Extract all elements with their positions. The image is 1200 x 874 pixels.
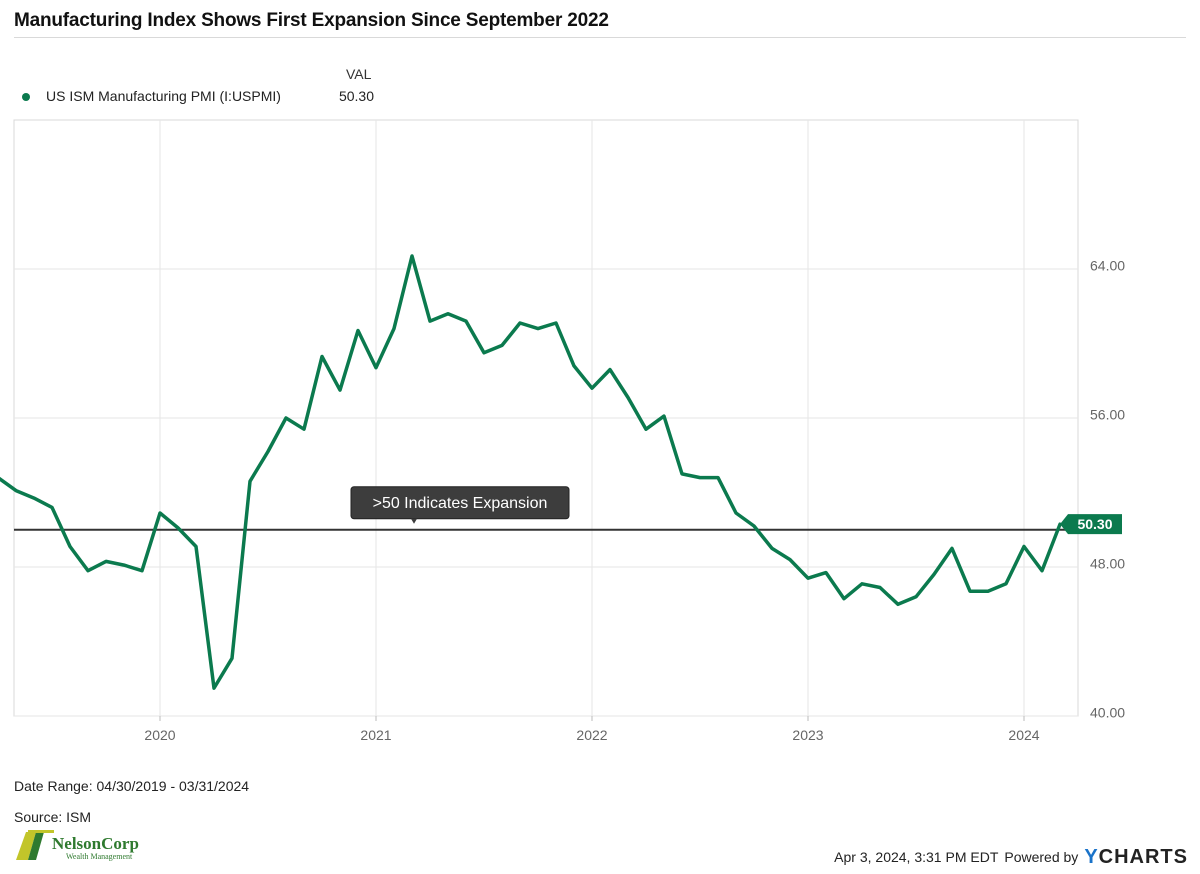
data-point[interactable] bbox=[679, 471, 685, 477]
logo-mark-icon bbox=[16, 830, 144, 860]
logo-name: NelsonCorp bbox=[52, 834, 139, 853]
data-point[interactable] bbox=[535, 326, 541, 332]
data-point[interactable] bbox=[427, 318, 433, 324]
x-tick-label: 2024 bbox=[1008, 727, 1039, 743]
data-point[interactable] bbox=[661, 413, 667, 419]
annotation-label: >50 Indicates Expansion bbox=[373, 495, 548, 512]
data-point[interactable] bbox=[517, 320, 523, 326]
data-point[interactable] bbox=[553, 320, 559, 326]
data-point[interactable] bbox=[805, 575, 811, 581]
y-tick-label: 48.00 bbox=[1090, 556, 1125, 572]
x-tick-label: 2021 bbox=[360, 727, 391, 743]
date-range: Date Range: 04/30/2019 - 03/31/2024 bbox=[14, 778, 250, 794]
data-point[interactable] bbox=[625, 395, 631, 401]
chart-plot[interactable]: 40.00 48.00 56.00 64.00 2020 2021 2022 2023 2024… bbox=[0, 110, 1200, 750]
nelsoncorp-logo: NelsonCorp Wealth Management bbox=[14, 828, 144, 864]
data-point[interactable] bbox=[247, 478, 253, 484]
logo-subtitle: Wealth Management bbox=[66, 852, 133, 861]
data-point[interactable] bbox=[391, 326, 397, 332]
timestamp: Apr 3, 2024, 3:31 PM EDT bbox=[834, 849, 999, 865]
data-point[interactable] bbox=[301, 426, 307, 432]
data-point[interactable] bbox=[283, 415, 289, 421]
data-point[interactable] bbox=[643, 426, 649, 432]
data-point[interactable] bbox=[121, 562, 127, 568]
data-point[interactable] bbox=[949, 545, 955, 551]
footer-attribution: Apr 3, 2024, 3:31 PM EDT Powered by YCHA… bbox=[834, 846, 1188, 868]
data-point[interactable] bbox=[931, 571, 937, 577]
data-point[interactable] bbox=[409, 253, 415, 259]
legend-series-name: US ISM Manufacturing PMI (I:USPMI) bbox=[46, 88, 281, 104]
data-point[interactable] bbox=[697, 475, 703, 481]
x-tick-label: 2020 bbox=[144, 727, 175, 743]
data-point[interactable] bbox=[787, 557, 793, 563]
data-point[interactable] bbox=[1039, 568, 1045, 574]
last-value-label: 50.30 bbox=[1077, 516, 1112, 532]
data-point[interactable] bbox=[157, 510, 163, 516]
ycharts-logo[interactable]: YCHARTS bbox=[1084, 845, 1188, 868]
data-point[interactable] bbox=[571, 363, 577, 369]
data-point[interactable] bbox=[751, 523, 757, 529]
data-point[interactable] bbox=[607, 367, 613, 373]
data-point[interactable] bbox=[319, 354, 325, 360]
data-point[interactable] bbox=[265, 449, 271, 455]
data-point[interactable] bbox=[1003, 581, 1009, 587]
y-tick-label: 56.00 bbox=[1090, 407, 1125, 423]
data-point[interactable] bbox=[463, 318, 469, 324]
data-point[interactable] bbox=[85, 568, 91, 574]
data-point[interactable] bbox=[175, 525, 181, 531]
data-point[interactable] bbox=[877, 584, 883, 590]
data-point[interactable] bbox=[481, 350, 487, 356]
data-point[interactable] bbox=[841, 596, 847, 602]
data-point[interactable] bbox=[985, 588, 991, 594]
series-line-uspmi[interactable] bbox=[0, 254, 1062, 690]
data-point[interactable] bbox=[103, 558, 109, 564]
data-point[interactable] bbox=[895, 601, 901, 607]
last-value-flag bbox=[1060, 514, 1122, 535]
data-point[interactable] bbox=[211, 685, 217, 691]
x-tick-label: 2022 bbox=[576, 727, 607, 743]
y-tick-label: 64.00 bbox=[1090, 258, 1125, 274]
data-point[interactable] bbox=[337, 387, 343, 393]
annotation-pointer bbox=[411, 518, 417, 524]
data-point[interactable] bbox=[13, 488, 19, 494]
data-point[interactable] bbox=[769, 545, 775, 551]
chart-title: Manufacturing Index Shows First Expansio… bbox=[14, 10, 609, 31]
data-point[interactable] bbox=[967, 588, 973, 594]
title-divider bbox=[14, 37, 1186, 38]
data-point[interactable] bbox=[193, 544, 199, 550]
source-note: Source: ISM bbox=[14, 809, 92, 825]
annotation-box bbox=[350, 486, 570, 520]
legend-entry[interactable]: US ISM Manufacturing PMI (I:USPMI) 50.30 bbox=[14, 88, 374, 106]
data-point[interactable] bbox=[715, 475, 721, 481]
data-point[interactable] bbox=[139, 568, 145, 574]
data-point[interactable] bbox=[589, 385, 595, 391]
y-tick-label: 40.00 bbox=[1090, 705, 1125, 721]
data-point[interactable] bbox=[499, 342, 505, 348]
data-point[interactable] bbox=[733, 510, 739, 516]
series-dot-icon bbox=[22, 93, 30, 101]
data-point[interactable] bbox=[859, 581, 865, 587]
data-point[interactable] bbox=[229, 655, 235, 661]
data-point[interactable] bbox=[373, 365, 379, 371]
legend-series-value: 50.30 bbox=[338, 88, 374, 104]
powered-by-label: Powered by bbox=[1004, 849, 1079, 865]
data-point[interactable] bbox=[445, 311, 451, 317]
data-point[interactable] bbox=[823, 570, 829, 576]
x-tick-label: 2023 bbox=[792, 727, 823, 743]
data-point[interactable] bbox=[31, 495, 37, 501]
data-point[interactable] bbox=[355, 327, 361, 333]
data-point[interactable] bbox=[49, 504, 55, 510]
data-point[interactable] bbox=[67, 544, 73, 550]
legend-header: VAL bbox=[346, 66, 372, 82]
data-point[interactable] bbox=[913, 594, 919, 600]
data-point[interactable] bbox=[1021, 544, 1027, 550]
